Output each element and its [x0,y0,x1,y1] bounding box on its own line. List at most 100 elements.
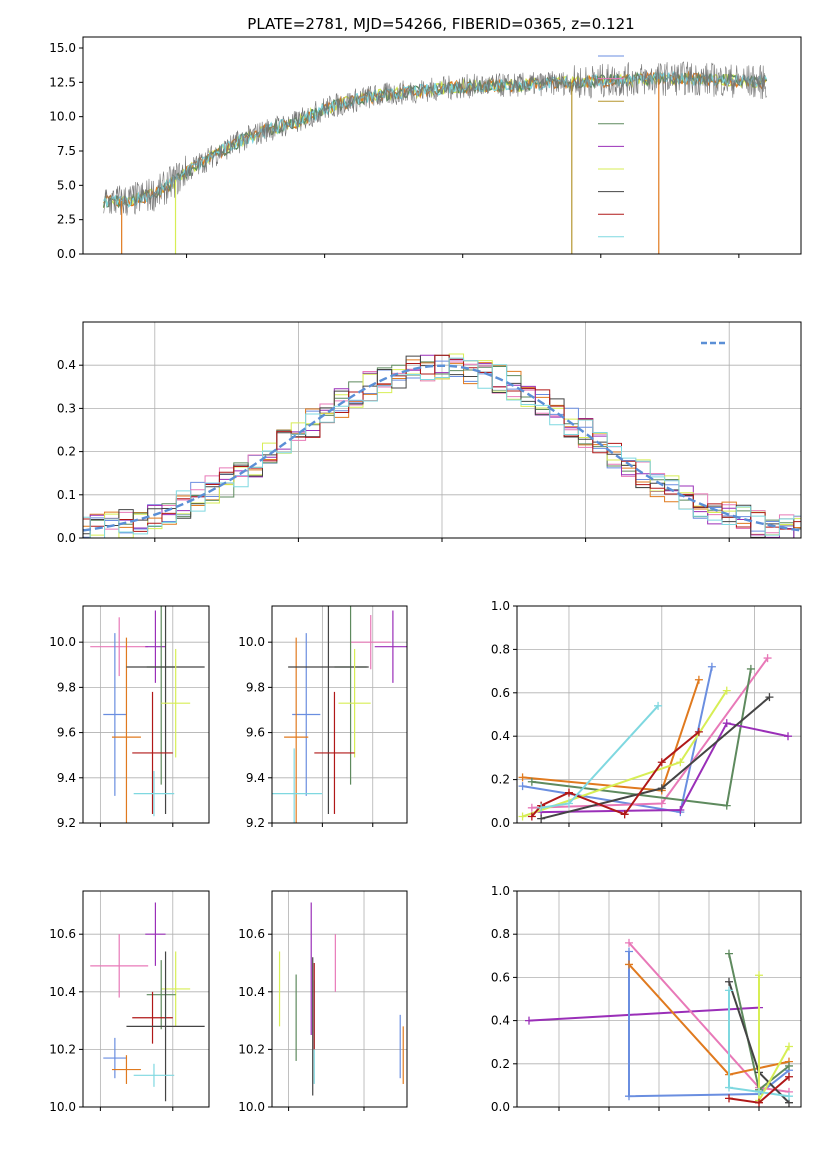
normal-curve [83,364,801,532]
weight-marker [625,947,633,956]
histogram-steps [83,357,801,538]
weight-marker [725,986,733,995]
weight-marker [694,675,703,684]
y-tick-label: 2.5 [57,213,76,227]
weight-marker [755,1087,763,1096]
weight-marker [755,971,763,980]
weight-marker [518,773,527,782]
y-tick-label: 10.0 [238,635,265,649]
weight-marker [722,719,731,728]
y-tick-label: 0.0 [57,531,76,545]
y-tick-label: 1.0 [491,884,510,898]
y-tick-label: 0.6 [491,686,510,700]
y-tick-label: 9.4 [57,771,76,785]
weight-marker [725,977,733,986]
panel-weight-vs-Z: 0.0 0.2 0.4 0.6 0.8 1.0 [491,884,802,1114]
panel-spectrum: 0.0 2.5 5.0 7.5 10.0 12.5 15.0 [49,36,802,261]
weight-line [528,1006,760,1022]
y-tick-label: 0.8 [491,927,510,941]
weight-marker [676,758,685,767]
weight-marker [625,1092,633,1101]
plot-area [90,606,205,823]
y-tick-label: 9.8 [57,680,76,694]
y-tick-label: 10.2 [238,1042,265,1056]
y-tick-label: 10.2 [49,1042,76,1056]
y-tick-label: 9.6 [246,726,265,740]
weight-marker [564,799,573,808]
weight-line [541,722,789,814]
weight-marker [785,1092,793,1101]
weight-marker [537,803,546,812]
y-tick-label: 9.2 [57,816,76,830]
weight-marker [694,727,703,736]
y-tick-label: 0.4 [491,729,510,743]
weight-marker [755,1098,763,1107]
weight-line [522,679,700,792]
weight-marker [763,654,772,663]
histogram-steps [83,353,801,538]
y-tick-label: 9.8 [246,680,265,694]
y-tick-label: 7.5 [57,144,76,158]
panel-mass-vs-ebv: 10.0 10.2 10.4 10.6 [238,890,408,1114]
axes-frame [82,36,802,255]
y-tick-label: 9.2 [246,816,265,830]
y-tick-label: 12.5 [49,75,76,89]
plot-area [278,902,404,1096]
weight-line [728,990,790,1098]
y-tick-label: 0.3 [57,401,76,415]
plot-area [103,61,768,254]
weight-marker [625,960,633,969]
weight-marker [654,701,663,710]
y-tick-label: 0.4 [57,358,76,372]
panel-weight-vs-age: 0.0 0.2 0.4 0.6 0.8 1.0 [491,599,802,830]
y-tick-label: 0.1 [57,488,76,502]
y-tick-label: 10.6 [238,927,265,941]
weight-marker [722,686,731,695]
weight-marker [784,732,793,741]
y-tick-label: 0.0 [491,816,510,830]
weight-marker [676,805,685,814]
weight-marker [564,788,573,797]
weight-marker [746,664,755,673]
y-tick-label: 0.4 [491,1014,510,1028]
y-tick-label: 5.0 [57,178,76,192]
weight-marker [725,1083,733,1092]
y-tick-label: 1.0 [491,599,510,613]
weight-marker [725,949,733,958]
y-tick-label: 10.6 [49,927,76,941]
observed-spectrum-line [103,61,767,216]
weight-marker [657,784,666,793]
weight-line [522,666,713,814]
y-tick-label: 9.6 [57,726,76,740]
y-tick-label: 0.6 [491,970,510,984]
weight-marker [525,1016,533,1025]
weight-marker [518,812,527,821]
axes-frame [82,890,210,1108]
weight-marker [725,1094,733,1103]
weight-marker [537,814,546,823]
weight-line [531,668,752,807]
figure-title: PLATE=2781, MJD=54266, FIBERID=0365, z=0… [247,15,634,33]
weight-marker [785,1072,793,1081]
weight-marker [527,812,536,821]
axes-frame [271,890,408,1108]
y-tick-label: 10.0 [238,1100,265,1114]
axes-frame [271,605,408,824]
plot-area [525,938,793,1107]
y-tick-label: 0.2 [491,1057,510,1071]
weight-marker [722,801,731,810]
y-tick-label: 10.0 [49,1100,76,1114]
y-tick-label: 0.8 [491,642,510,656]
panel-age-vs-Z: 9.2 9.4 9.6 9.8 10.0 [49,605,210,830]
weight-marker [657,758,666,767]
y-tick-label: 10.0 [49,635,76,649]
panel-age-vs-mass: 9.2 9.4 9.6 9.8 10.0 [238,605,408,830]
y-tick-label: 10.4 [49,985,76,999]
weight-marker [620,810,629,819]
weight-marker [527,803,536,812]
y-tick-label: 10.0 [49,110,76,124]
y-tick-label: 0.2 [491,773,510,787]
axes-frame [82,605,210,824]
y-tick-label: 9.4 [246,771,265,785]
